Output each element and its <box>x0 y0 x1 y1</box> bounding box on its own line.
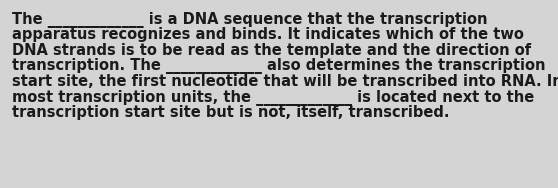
Text: apparatus recognizes and binds. It indicates which of the two: apparatus recognizes and binds. It indic… <box>12 27 524 42</box>
Text: transcription. The _____________ also determines the transcription: transcription. The _____________ also de… <box>12 58 546 74</box>
Text: DNA strands is to be read as the template and the direction of: DNA strands is to be read as the templat… <box>12 43 531 58</box>
Text: most transcription units, the _____________ is located next to the: most transcription units, the __________… <box>12 89 534 105</box>
Text: The _____________ is a DNA sequence that the transcription: The _____________ is a DNA sequence that… <box>12 12 488 28</box>
Text: transcription start site but is not, itself, transcribed.: transcription start site but is not, its… <box>12 105 450 120</box>
Text: start site, the first nucleotide that will be transcribed into RNA. In: start site, the first nucleotide that wi… <box>12 74 558 89</box>
